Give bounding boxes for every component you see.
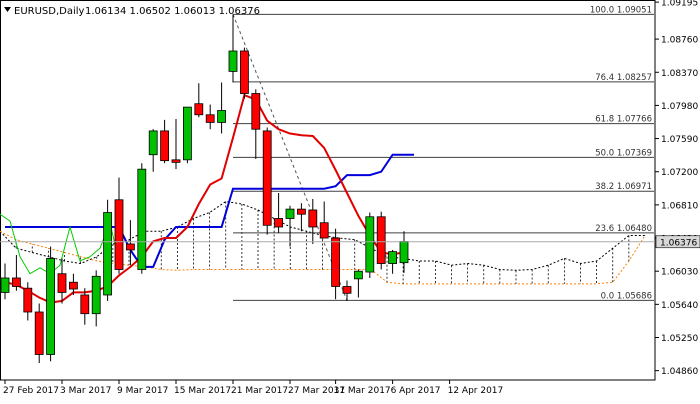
x-tick-label: 6 Apr 2017 [391,386,441,396]
red-moving-average-line [4,93,405,304]
symbol-label: EURUSD,Daily [14,6,85,17]
bearish-candle [274,218,284,228]
ohlc-values: 1.06134 1.06502 1.06013 1.06376 [85,6,260,17]
bearish-candle [69,281,78,290]
bearish-candle [342,286,352,294]
last-price-box [655,235,700,249]
y-tick-label: 1.09195 [661,0,698,9]
bearish-candle [251,93,261,130]
bearish-candle [171,159,181,163]
fib-level-label: 38.2 1.06971 [595,182,652,192]
bearish-candle [57,273,67,293]
fib-level-label: 76.4 1.08257 [595,73,652,83]
y-tick-label: 1.07590 [661,135,698,145]
bullish-candle [353,270,363,280]
fib-level-label: 100.0 1.09051 [590,5,652,15]
bullish-candle [91,275,101,315]
bearish-candle [308,209,318,228]
fib-level-label: 0.0 1.05686 [601,291,652,301]
bearish-candle [80,294,90,315]
bearish-candle [126,243,135,251]
y-tick-label: 1.08760 [661,36,698,46]
bearish-candle [23,287,33,313]
plot-frame [0,0,656,381]
bearish-candle [160,130,170,162]
y-tick-label: 1.04860 [661,367,698,377]
y-tick-label: 1.05640 [661,301,698,311]
bullish-candle [148,130,158,156]
bearish-candle [239,50,249,94]
bullish-candle [0,277,10,293]
bullish-candle [388,251,398,264]
y-tick-label: 1.06810 [661,201,698,211]
bearish-candle [331,237,341,287]
bearish-candle [194,103,204,116]
bullish-candle [399,241,409,264]
bearish-candle [296,208,306,215]
bullish-candle [182,106,192,161]
bullish-candle [228,50,238,72]
bullish-candle [285,208,295,219]
x-tick-label: 27 Feb 2017 [3,386,59,396]
y-tick-label: 1.08370 [661,69,698,79]
bearish-candle [319,222,329,239]
bearish-candle [114,199,124,270]
fib-level-label: 23.6 1.06480 [595,224,652,234]
bearish-candle [376,216,386,264]
x-tick-label: 31 Mar 2017 [334,386,391,396]
bullish-candle [103,212,112,296]
bullish-candle [217,110,227,123]
x-tick-label: 9 Mar 2017 [117,386,168,396]
fib-level-label: 50.0 1.07369 [595,148,652,158]
bullish-candle [365,216,375,273]
x-tick-label: 3 Mar 2017 [60,386,111,396]
bullish-candle [137,168,147,270]
y-tick-label: 1.07980 [661,102,698,112]
x-tick-label: 15 Mar 2017 [174,386,231,396]
y-tick-label: 1.05250 [661,334,698,344]
x-tick-label: 12 Apr 2017 [448,386,504,396]
y-tick-label: 1.06030 [661,268,698,278]
bearish-candle [205,114,215,123]
x-tick-label: 21 Mar 2017 [231,386,288,396]
y-tick-label: 1.07200 [661,168,698,178]
blue-moving-average-line [5,153,414,268]
bearish-candle [262,130,272,226]
bearish-candle [11,277,21,287]
bullish-candle [46,258,55,355]
green-lagging-line [0,213,121,275]
collapse-triangle-icon[interactable] [4,7,11,12]
fib-level-label: 61.8 1.07766 [595,115,652,125]
last-price-label: 1.06376 [660,238,697,248]
x-tick-label: 27 Mar 2017 [288,386,345,396]
bearish-candle [34,311,44,355]
